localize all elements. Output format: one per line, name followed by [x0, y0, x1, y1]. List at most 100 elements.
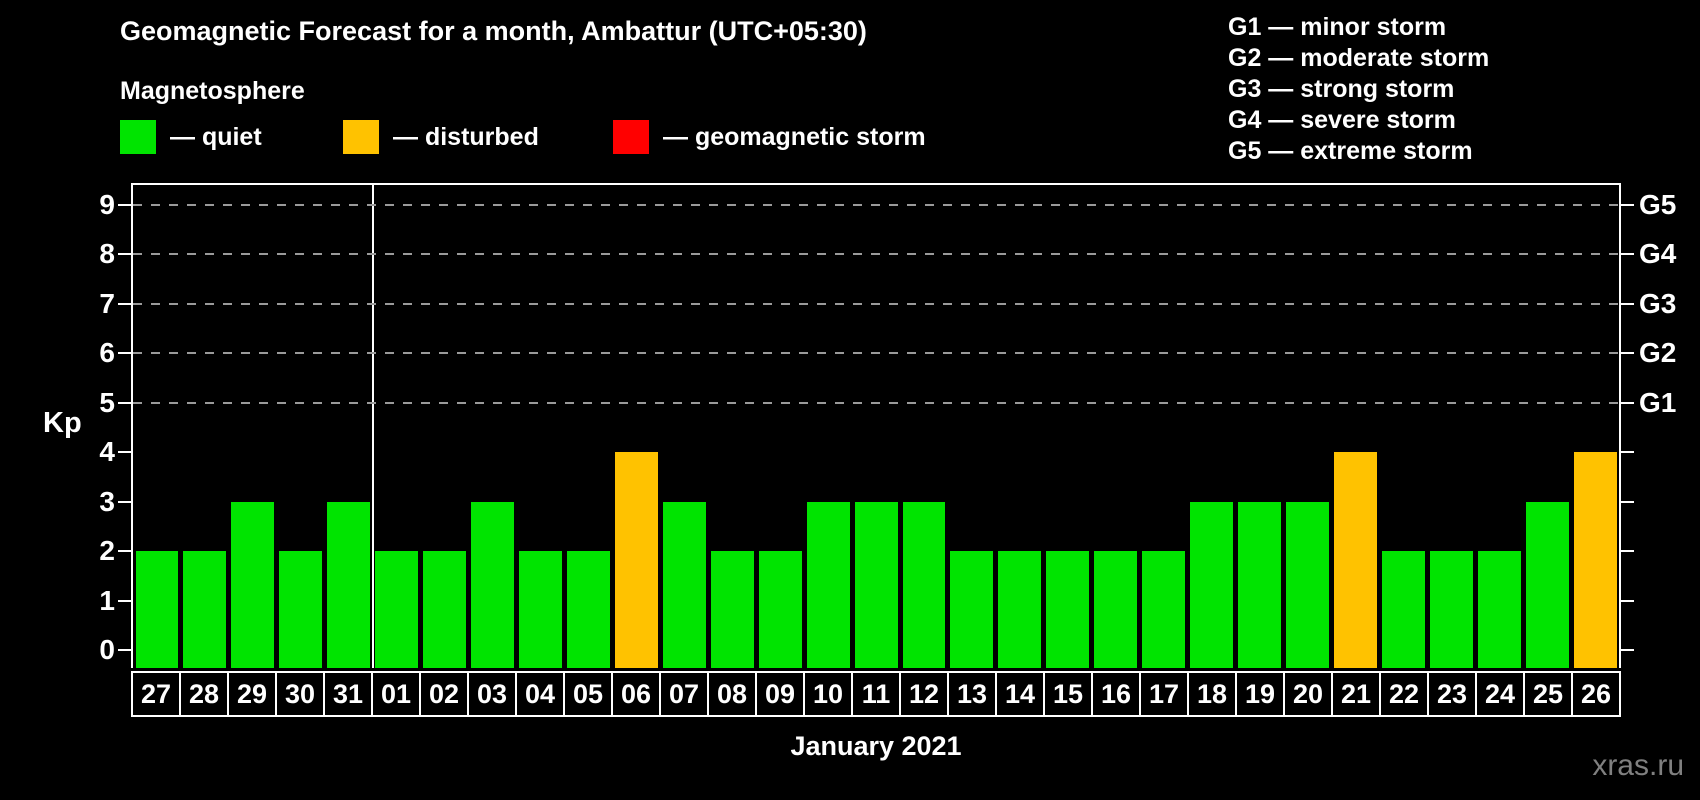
y-axis-label-8: 8	[99, 238, 115, 269]
g-scale-legend-line: G2 — moderate storm	[1228, 44, 1490, 72]
bar-slot-08	[708, 185, 756, 668]
kp-bar-day-03	[471, 501, 514, 668]
kp-bar-day-07	[662, 501, 706, 668]
plot-area: Kp 0 1 2 3 4 5 6 7 8 9 G1 G2 G3 G4 G5	[43, 183, 1676, 668]
bar-slot-17	[1140, 185, 1188, 668]
date-cell-13: 13	[947, 673, 995, 715]
bar-slot-03	[469, 185, 517, 668]
date-cell-20: 20	[1283, 673, 1331, 715]
y-axis-label-2: 2	[99, 535, 115, 566]
axis-tick-kp6	[1621, 352, 1634, 354]
date-cell-27: 27	[140, 678, 172, 709]
kp-bar-day-16	[1094, 551, 1138, 668]
bar-slot-11	[852, 185, 900, 668]
x-axis-date-row: 27 28 29 30 31 01 02 03 04 05 06 07 08 09 10 11 12 13 14 15…	[131, 671, 1621, 717]
axis-tick-kp7	[118, 302, 131, 305]
date-cell-08: 08	[707, 673, 755, 715]
y-axis-label-9: 9	[99, 188, 115, 220]
date-cell-05: 05	[563, 673, 611, 715]
bar-slot-02	[421, 185, 469, 668]
axis-tick-kp0	[118, 649, 131, 651]
axis-tick-kp7	[1621, 302, 1634, 305]
axis-tick-kp3	[118, 500, 131, 503]
kp-bar-day-17	[1142, 551, 1186, 668]
axis-tick-kp8	[118, 253, 131, 255]
kp-bar-day-29	[231, 501, 275, 668]
axis-tick-kp2	[118, 550, 131, 552]
kp-bar-day-08	[710, 551, 754, 668]
right-axis-label-g4: G4	[1639, 238, 1677, 269]
legend-item-disturbed: — disturbed	[343, 120, 539, 154]
bar-slot-05	[564, 185, 612, 668]
date-cell-01: 01	[371, 673, 419, 715]
month-separator-line	[371, 185, 374, 668]
bar-slot-23	[1427, 185, 1475, 668]
axis-tick-kp9	[1621, 203, 1634, 206]
date-cell-16: 16	[1091, 673, 1139, 715]
date-cell-29: 29	[227, 673, 275, 715]
date-cell-17: 17	[1139, 673, 1187, 715]
axis-tick-kp0	[1621, 649, 1634, 651]
bar-slot-16	[1092, 185, 1140, 668]
y-axis-label-3: 3	[99, 485, 115, 517]
bar-slot-27	[133, 185, 181, 668]
axis-tick-kp4	[1621, 451, 1634, 453]
y-axis-label-1: 1	[99, 584, 115, 616]
date-cell-21: 21	[1331, 673, 1379, 715]
axis-tick-kp5	[118, 401, 131, 404]
kp-bar-day-12	[902, 501, 946, 668]
y-axis-label-7: 7	[99, 287, 115, 319]
y-axis-label-0: 0	[99, 634, 115, 665]
date-cell-04: 04	[515, 673, 563, 715]
y-axis-label-4: 4	[99, 436, 115, 467]
bar-slot-29	[229, 185, 277, 668]
gridline-kp8	[133, 253, 1619, 255]
date-cell-23: 23	[1427, 673, 1475, 715]
bars-container	[133, 185, 1619, 668]
bar-slot-06	[612, 185, 660, 668]
bar-slot-26	[1571, 185, 1619, 668]
bar-slot-15	[1044, 185, 1092, 668]
axis-tick-kp3	[1621, 500, 1634, 503]
axis-tick-kp5	[1621, 401, 1634, 404]
gridline-kp7	[133, 302, 1619, 305]
date-cell-24: 24	[1475, 673, 1523, 715]
date-cell-10: 10	[803, 673, 851, 715]
y-axis-title: Kp	[43, 407, 82, 439]
kp-bar-day-13	[950, 551, 994, 668]
storm-color-swatch	[613, 120, 649, 154]
kp-bar-day-28	[183, 551, 227, 668]
kp-bar-day-05	[566, 551, 610, 668]
legend-item-label: — quiet	[170, 122, 262, 151]
kp-bar-day-09	[758, 551, 802, 668]
axis-tick-kp9	[118, 203, 131, 206]
bar-slot-31	[325, 185, 373, 668]
gridline-kp5	[133, 401, 1619, 404]
bar-slot-12	[900, 185, 948, 668]
date-cell-02: 02	[419, 673, 467, 715]
date-cell-03: 03	[467, 673, 515, 715]
right-axis-label-g2: G2	[1639, 337, 1677, 368]
right-axis-label-g3: G3	[1639, 287, 1677, 319]
kp-bar-day-22	[1381, 551, 1425, 668]
bar-slot-10	[804, 185, 852, 668]
date-cell-26: 26	[1571, 673, 1619, 715]
kp-bar-day-19	[1238, 501, 1281, 668]
bar-slot-04	[517, 185, 565, 668]
kp-bar-day-25	[1525, 501, 1569, 668]
y-axis-label-5: 5	[99, 386, 115, 418]
date-cell-09: 09	[755, 673, 803, 715]
bar-slot-20	[1284, 185, 1332, 668]
date-cell-07: 07	[659, 673, 707, 715]
axis-tick-kp6	[118, 352, 131, 354]
kp-bar-day-14	[998, 551, 1042, 668]
date-cell-12: 12	[899, 673, 947, 715]
bar-slot-22	[1379, 185, 1427, 668]
kp-bar-day-30	[279, 551, 323, 668]
date-cell-31: 31	[323, 673, 371, 715]
kp-bar-day-26	[1573, 452, 1617, 668]
bar-slot-24	[1475, 185, 1523, 668]
g-scale-legend-line: G1 — minor storm	[1228, 13, 1447, 41]
legend-item-label: — geomagnetic storm	[663, 122, 926, 151]
kp-bar-day-06	[614, 452, 658, 668]
